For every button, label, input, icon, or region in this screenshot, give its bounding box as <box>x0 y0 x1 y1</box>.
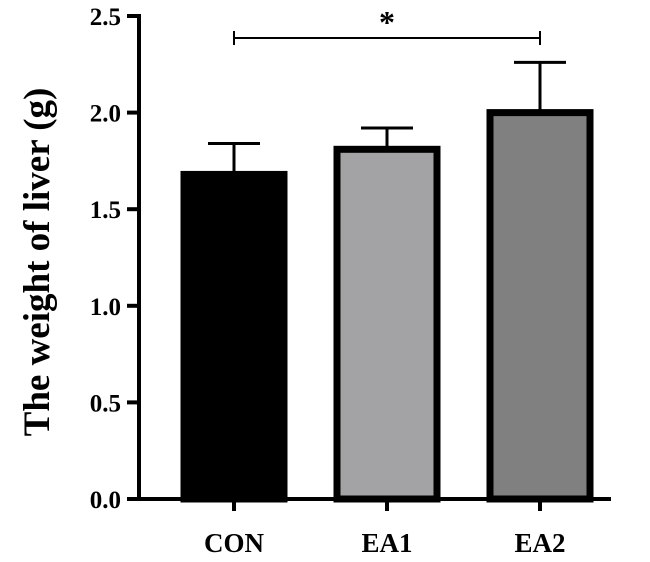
x-tick-label: EA1 <box>361 528 412 558</box>
significance-annotation: * <box>233 4 541 45</box>
bar-ea2 <box>486 109 594 503</box>
x-tick-label: CON <box>204 528 265 558</box>
axes: 0.0 0.5 1.0 1.5 2.0 2.5 CON EA1 EA2 <box>90 4 611 558</box>
error-bars <box>208 60 566 175</box>
y-tick-label: 2.0 <box>90 101 121 128</box>
x-tick-label: EA2 <box>514 528 565 558</box>
y-tick-label: 2.5 <box>90 4 121 31</box>
bar-ea1 <box>333 145 441 503</box>
significance-star: * <box>379 4 395 40</box>
y-tick-label: 0.5 <box>90 390 121 417</box>
y-tick-label: 1.5 <box>90 197 121 224</box>
bar-con <box>180 170 288 503</box>
y-tick-label: 0.0 <box>90 487 121 514</box>
y-axis-title: The weight of liver (g) <box>17 88 58 437</box>
y-tick-label: 1.0 <box>90 294 121 321</box>
bars <box>180 109 594 503</box>
